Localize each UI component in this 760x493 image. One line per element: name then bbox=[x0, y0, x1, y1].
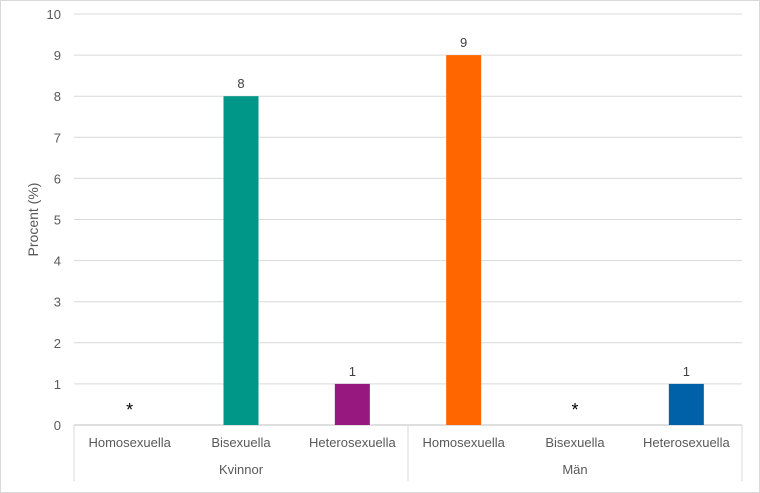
y-tick-label: 0 bbox=[54, 418, 61, 433]
y-tick-label: 7 bbox=[54, 130, 61, 145]
x-tick-label: Heterosexuella bbox=[309, 435, 396, 450]
group-label: Kvinnor bbox=[219, 462, 264, 477]
data-label-asterisk: * bbox=[571, 400, 578, 420]
bar bbox=[446, 55, 482, 425]
y-tick-label: 6 bbox=[54, 171, 61, 186]
bar bbox=[223, 96, 259, 425]
data-label: 1 bbox=[683, 364, 690, 379]
data-label: 1 bbox=[349, 364, 356, 379]
y-tick-label: 1 bbox=[54, 377, 61, 392]
bar bbox=[668, 383, 704, 425]
group-label: Män bbox=[562, 462, 587, 477]
y-tick-label: 5 bbox=[54, 213, 61, 228]
y-tick-label: 8 bbox=[54, 89, 61, 104]
data-label: 9 bbox=[460, 35, 467, 50]
x-tick-label: Homosexuella bbox=[88, 435, 171, 450]
x-tick-label: Heterosexuella bbox=[643, 435, 730, 450]
y-tick-label: 10 bbox=[47, 7, 61, 22]
y-tick-label: 4 bbox=[54, 254, 61, 269]
y-tick-label: 2 bbox=[54, 336, 61, 351]
x-tick-label: Homosexuella bbox=[422, 435, 505, 450]
bar bbox=[334, 383, 370, 425]
x-tick-label: Bisexuella bbox=[545, 435, 605, 450]
y-axis-label: Procent (%) bbox=[25, 183, 41, 257]
data-label-asterisk: * bbox=[126, 400, 133, 420]
x-tick-label: Bisexuella bbox=[211, 435, 271, 450]
y-tick-label: 9 bbox=[54, 48, 61, 63]
data-label: 8 bbox=[237, 76, 244, 91]
y-tick-label: 3 bbox=[54, 295, 61, 310]
